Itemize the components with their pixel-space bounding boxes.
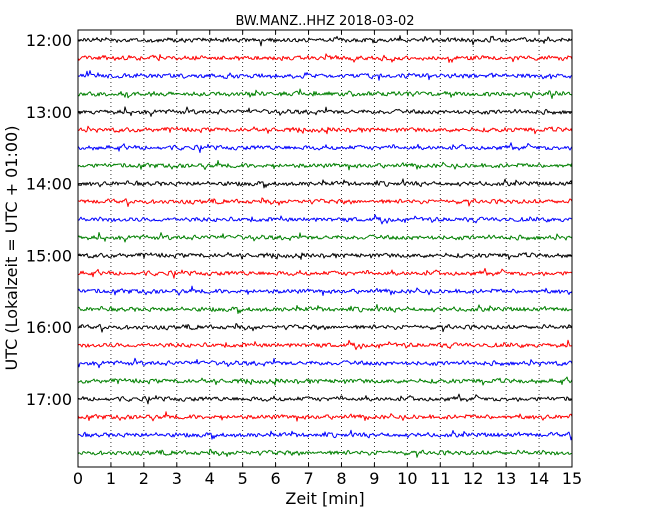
seismic-trace: [77, 70, 573, 81]
y-axis-ticks: 12:00 13:00 14:00 15:00 16:00 17:00: [26, 31, 572, 409]
x-tick-label: 3: [172, 469, 182, 488]
x-tick-label: 11: [430, 469, 450, 488]
x-axis-label: Zeit [min]: [285, 489, 364, 508]
seismic-trace: [77, 232, 573, 243]
seismic-trace: [77, 393, 573, 405]
y-tick-label: 16:00: [26, 318, 72, 337]
y-tick-label: 13:00: [26, 103, 72, 122]
seismic-trace: [77, 429, 573, 441]
y-axis-label: UTC (Lokalzeit = UTC + 01:00): [2, 126, 21, 371]
plot-frame: [77, 29, 573, 468]
seismic-trace: [77, 448, 573, 458]
x-grid: [110, 30, 540, 467]
x-axis-ticks: 0 1 2 3 4 5 6 7 8 9 10 11 12 13 14 15: [73, 30, 582, 488]
seismic-trace: [77, 53, 573, 63]
x-tick-label: 1: [106, 469, 116, 488]
chart-title: BW.MANZ..HHZ 2018-03-02: [235, 14, 414, 29]
seismic-trace: [77, 214, 573, 225]
y-tick-label: 14:00: [26, 175, 72, 194]
seismic-trace: [77, 267, 573, 279]
seismic-trace: [77, 125, 573, 135]
seismic-trace: [77, 339, 573, 351]
x-tick-label: 0: [73, 469, 83, 488]
seismic-trace: [77, 357, 573, 369]
seismic-traces: [77, 35, 573, 458]
seismic-trace: [77, 197, 573, 207]
seismic-trace: [77, 159, 573, 171]
y-tick-label: 17:00: [26, 390, 72, 409]
seismic-trace: [77, 376, 573, 386]
x-tick-label: 5: [238, 469, 248, 488]
x-tick-label: 10: [397, 469, 417, 488]
seismic-trace: [77, 35, 573, 47]
seismic-trace: [77, 178, 573, 189]
x-tick-label: 7: [303, 469, 313, 488]
x-tick-label: 4: [205, 469, 215, 488]
y-tick-label: 15:00: [26, 246, 72, 265]
y-tick-label: 12:00: [26, 31, 72, 50]
x-tick-label: 8: [336, 469, 346, 488]
seismic-trace: [77, 88, 573, 99]
seismic-trace: [77, 323, 573, 333]
seismic-trace: [77, 106, 573, 117]
x-tick-label: 14: [529, 469, 549, 488]
seismic-trace: [77, 142, 573, 154]
seismic-trace: [77, 285, 573, 296]
x-tick-label: 9: [369, 469, 379, 488]
seismic-trace: [77, 411, 573, 422]
x-tick-label: 13: [496, 469, 516, 488]
x-tick-label: 12: [463, 469, 483, 488]
seismic-trace: [77, 252, 573, 260]
x-tick-label: 6: [271, 469, 281, 488]
x-tick-label: 2: [139, 469, 149, 488]
seismic-trace: [77, 304, 573, 315]
x-tick-label: 15: [562, 469, 582, 488]
